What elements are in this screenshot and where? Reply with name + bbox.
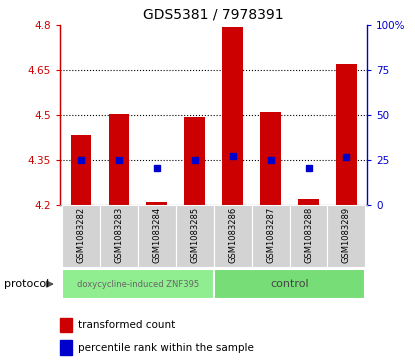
Text: protocol: protocol (4, 279, 49, 289)
Text: percentile rank within the sample: percentile rank within the sample (78, 343, 254, 352)
Bar (290, 205, 327, 267)
Text: doxycycline-induced ZNF395: doxycycline-induced ZNF395 (77, 280, 199, 289)
Bar (60, 318, 72, 332)
Text: GSM1083282: GSM1083282 (76, 207, 85, 263)
Bar (298, 199, 319, 205)
Bar (100, 205, 138, 267)
Bar (222, 27, 243, 205)
Text: GSM1083284: GSM1083284 (152, 207, 161, 263)
Bar (108, 114, 129, 205)
Text: GSM1083288: GSM1083288 (304, 207, 313, 263)
Title: GDS5381 / 7978391: GDS5381 / 7978391 (144, 8, 284, 21)
Bar (214, 205, 251, 267)
Bar (214, 269, 365, 299)
Text: GSM1083286: GSM1083286 (228, 207, 237, 263)
Text: GSM1083283: GSM1083283 (115, 207, 123, 263)
Bar (176, 205, 214, 267)
Bar (60, 340, 72, 355)
Bar (146, 202, 167, 205)
Bar (327, 205, 365, 267)
Text: transformed count: transformed count (78, 320, 175, 330)
Bar (62, 205, 100, 267)
Bar (251, 205, 290, 267)
Text: GSM1083289: GSM1083289 (342, 207, 351, 263)
Text: GSM1083287: GSM1083287 (266, 207, 275, 263)
Bar (336, 64, 357, 205)
Text: control: control (270, 279, 309, 289)
Text: GSM1083285: GSM1083285 (190, 207, 199, 263)
Bar (260, 112, 281, 205)
Bar (71, 135, 91, 205)
Bar (184, 117, 205, 205)
Bar (62, 269, 214, 299)
Bar (138, 205, 176, 267)
